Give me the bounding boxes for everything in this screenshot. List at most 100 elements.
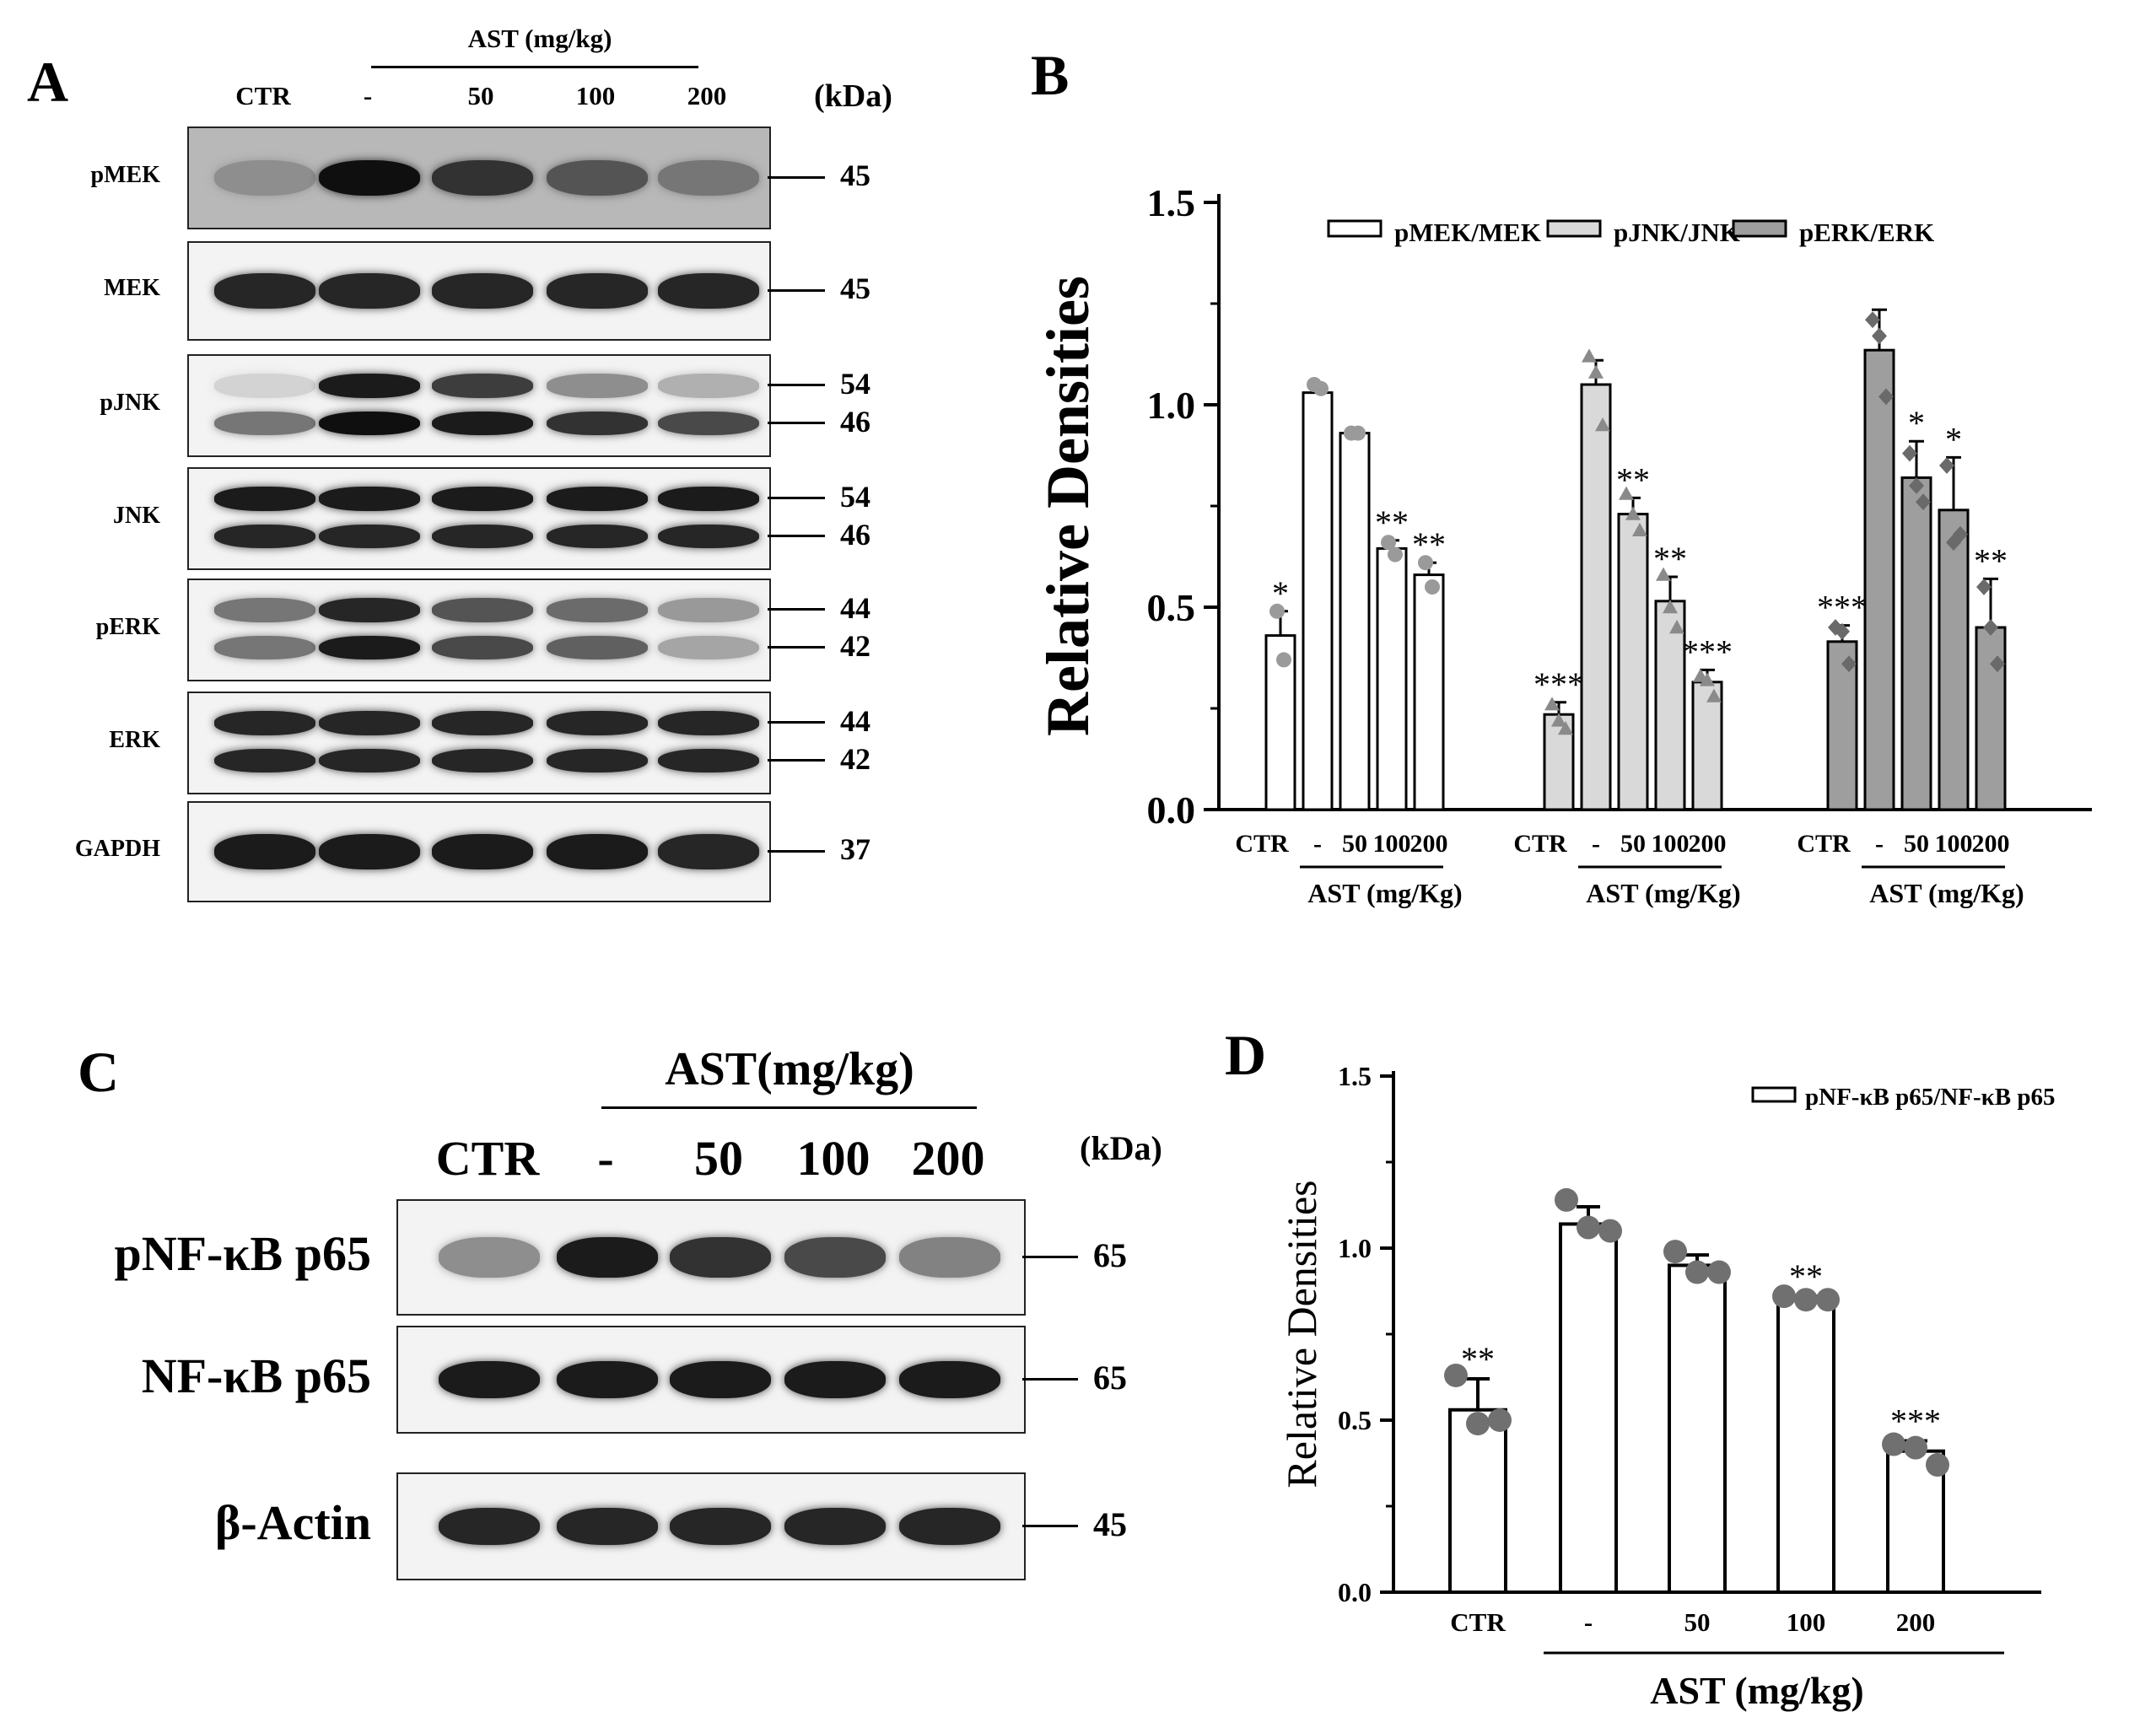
- x-tick-label: -: [1592, 830, 1600, 858]
- significance-mark: **: [1789, 1257, 1823, 1295]
- protein-band: [658, 374, 759, 398]
- lane-label: 100: [796, 1131, 870, 1186]
- data-point: [1700, 672, 1715, 686]
- kda-marker-line: [768, 497, 825, 500]
- protein-band: [670, 1360, 771, 1399]
- significance-mark: **: [1461, 1340, 1495, 1378]
- x-tick-label: 50: [1342, 830, 1367, 858]
- bar: [1302, 391, 1334, 811]
- data-point: [1350, 425, 1366, 441]
- lane-label: 50: [467, 81, 494, 110]
- legend-swatch: [1327, 219, 1383, 238]
- y-axis-label: Relative Densities: [1278, 1180, 1325, 1488]
- group-label: AST (mg/Kg): [1586, 878, 1740, 908]
- protein-band: [319, 487, 420, 511]
- data-point: [1582, 348, 1597, 363]
- bar: [1617, 513, 1649, 811]
- x-tick-label: 50: [1904, 830, 1929, 858]
- protein-band: [658, 412, 759, 436]
- protein-band: [432, 598, 533, 622]
- panel-letter-b: B: [1031, 43, 1070, 107]
- protein-band: [784, 1360, 886, 1399]
- protein-band: [547, 525, 648, 549]
- significance-mark: *: [1272, 574, 1289, 612]
- protein-band: [319, 598, 420, 622]
- protein-band: [784, 1236, 886, 1278]
- panel-d-bar-chart: 0.0 0.5 1.0 1.5 Relative Densities pNF-κB p65…: [1278, 1061, 2055, 1712]
- bar: [1826, 640, 1858, 811]
- x-tick-label: 100: [1652, 830, 1690, 858]
- data-point: [1555, 1187, 1578, 1212]
- data-point: [1916, 493, 1931, 511]
- data-point: [1418, 555, 1433, 571]
- treatment-label: AST(mg/kg): [665, 1043, 914, 1095]
- blot-strip: [187, 801, 771, 902]
- x-tick-label: -: [1313, 830, 1322, 858]
- protein-band: [214, 273, 315, 309]
- significance-mark: **: [1412, 525, 1446, 563]
- protein-band: [784, 1507, 886, 1546]
- protein-band: [547, 598, 648, 622]
- blot-strip: [187, 467, 771, 570]
- protein-band: [658, 711, 759, 735]
- blot-label: NF-κB p65: [141, 1348, 371, 1404]
- group-label: AST (mg/Kg): [1869, 878, 2024, 908]
- kda-value: 44: [840, 590, 870, 625]
- y-tick-label: 0.5: [1338, 1405, 1372, 1435]
- kda-value: 44: [840, 703, 870, 738]
- data-point: [1772, 1284, 1796, 1309]
- protein-band: [658, 636, 759, 660]
- protein-band: [319, 711, 420, 735]
- kda-marker-line: [768, 759, 825, 762]
- x-tick-label: 100: [1935, 830, 1973, 858]
- protein-band: [432, 636, 533, 660]
- lane-label: 100: [575, 81, 616, 110]
- data-point: [1444, 1363, 1468, 1387]
- protein-band: [557, 1236, 658, 1278]
- blot-label: pMEK: [90, 161, 160, 188]
- protein-band: [214, 598, 315, 622]
- bar: [1938, 509, 1970, 811]
- bar: [1863, 348, 1895, 811]
- protein-band: [319, 749, 420, 773]
- significance-mark: **: [1375, 503, 1409, 541]
- kda-marker-line: [768, 289, 825, 292]
- x-tick-label: 100: [1373, 830, 1411, 858]
- data-point: [1656, 567, 1671, 581]
- protein-band: [432, 834, 533, 869]
- kda-value: 45: [1093, 1505, 1127, 1543]
- protein-band: [658, 598, 759, 622]
- x-tick-label: 200: [1972, 830, 2010, 858]
- data-point: [1663, 600, 1678, 614]
- data-point: [1909, 477, 1924, 494]
- protein-band: [899, 1236, 1000, 1278]
- protein-band: [214, 834, 315, 869]
- data-point: [1577, 1215, 1600, 1240]
- protein-band: [658, 834, 759, 869]
- x-tick-label: 200: [1410, 830, 1448, 858]
- bar: [1668, 1263, 1727, 1594]
- protein-band: [319, 636, 420, 660]
- data-point: [1794, 1288, 1818, 1312]
- protein-band: [432, 525, 533, 549]
- blot-strip: [187, 692, 771, 794]
- protein-band: [432, 749, 533, 773]
- bar: [1376, 546, 1408, 811]
- legend-entry: pMEK/MEK: [1394, 218, 1541, 247]
- data-point: [1269, 603, 1285, 619]
- data-point: [1488, 1408, 1512, 1432]
- legend-entry: pERK/ERK: [1799, 218, 1934, 247]
- y-axis-label: Relative Densities: [1034, 276, 1102, 736]
- protein-band: [658, 273, 759, 309]
- bar: [1559, 1222, 1618, 1594]
- kda-value: 65: [1093, 1359, 1127, 1397]
- blot-label: pJNK: [100, 389, 160, 416]
- data-point: [1313, 380, 1329, 396]
- data-point: [1706, 688, 1722, 702]
- panel-letter-a: A: [27, 50, 69, 114]
- significance-mark: ***: [1890, 1402, 1941, 1440]
- protein-band: [547, 487, 648, 511]
- protein-band: [439, 1507, 540, 1546]
- data-point: [1619, 486, 1634, 500]
- data-point: [1558, 721, 1573, 735]
